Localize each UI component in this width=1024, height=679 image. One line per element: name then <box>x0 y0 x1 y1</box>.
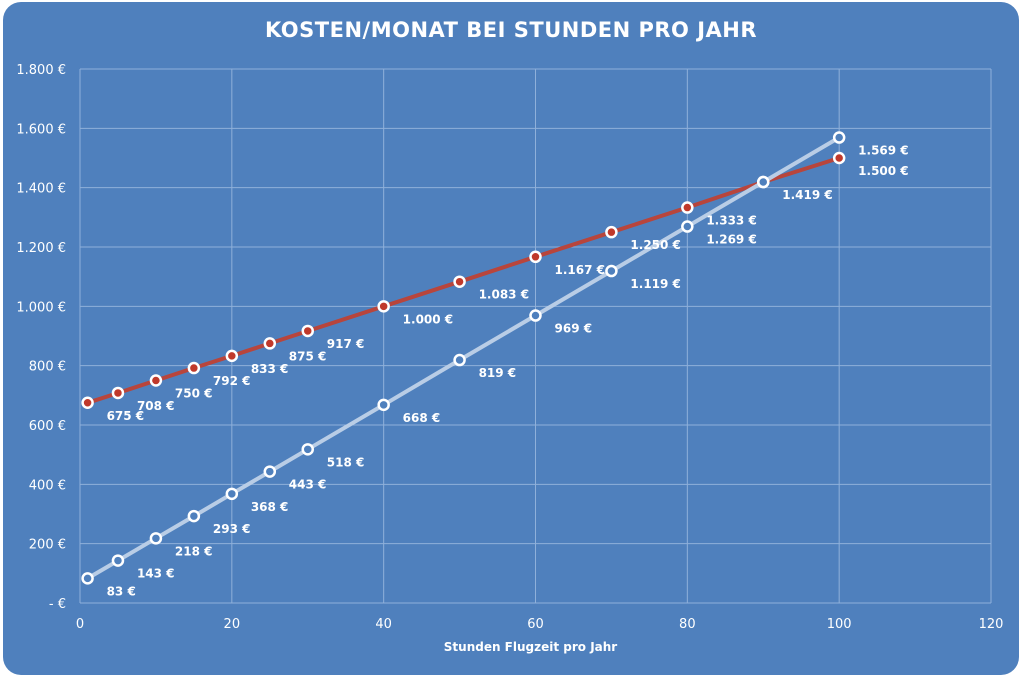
data-point <box>681 220 694 233</box>
chart-title: KOSTEN/MONAT BEI STUNDEN PRO JAHR <box>264 18 758 42</box>
data-label: 518 € <box>327 455 365 469</box>
y-tick-label: 1.000 € <box>16 300 66 315</box>
data-point <box>377 300 390 313</box>
x-tick-label: 0 <box>76 617 84 632</box>
data-point <box>81 396 94 409</box>
data-point <box>757 175 770 189</box>
data-label: 750 € <box>175 387 213 401</box>
data-label: 675 € <box>107 409 145 423</box>
y-tick-label: 800 € <box>29 360 66 375</box>
data-label: 833 € <box>251 362 289 376</box>
x-tick-label: 60 <box>527 617 544 632</box>
data-point <box>377 398 390 412</box>
y-tick-label: 1.200 € <box>16 241 66 256</box>
y-tick-label: 600 € <box>29 419 66 434</box>
data-point <box>111 386 125 400</box>
data-point <box>81 572 94 585</box>
data-label: 792 € <box>213 374 251 388</box>
data-point <box>263 465 277 478</box>
data-label: 368 € <box>251 500 289 514</box>
data-label: 143 € <box>137 567 175 581</box>
data-point <box>453 275 466 288</box>
data-label: 1.269 € <box>706 233 756 247</box>
y-tick-label: 200 € <box>29 538 66 553</box>
x-tick-label: 40 <box>375 617 392 632</box>
data-label: 708 € <box>137 399 175 413</box>
y-tick-label: 1.400 € <box>16 182 66 197</box>
data-label: 1.083 € <box>479 288 529 302</box>
data-point <box>111 554 125 567</box>
x-tick-label: 100 <box>827 617 852 632</box>
data-label: 668 € <box>403 411 441 425</box>
series-line-1 <box>86 156 840 405</box>
data-point <box>149 532 163 545</box>
data-point <box>605 264 618 278</box>
data-label: 1.333 € <box>706 214 756 228</box>
data-label: 1.000 € <box>403 312 453 326</box>
data-point <box>832 131 846 144</box>
data-point <box>529 250 542 264</box>
data-label: 1.419 € <box>782 188 832 202</box>
data-label: 1.569 € <box>858 144 908 158</box>
data-label: 1.500 € <box>858 164 908 178</box>
data-point <box>301 324 314 338</box>
data-label: 917 € <box>327 337 365 351</box>
data-point <box>605 225 618 239</box>
y-tick-label: 1.600 € <box>16 122 66 137</box>
data-point <box>187 509 201 523</box>
data-label: 1.167 € <box>555 263 605 277</box>
data-point <box>301 443 314 456</box>
data-point <box>453 353 466 367</box>
chart-frame: KOSTEN/MONAT BEI STUNDEN PRO JAHR - €200… <box>3 2 1019 675</box>
data-point <box>225 487 239 501</box>
data-label: 819 € <box>479 366 517 380</box>
data-label: 83 € <box>107 584 136 598</box>
data-point <box>263 337 277 350</box>
data-point <box>529 309 542 322</box>
data-label: 1.119 € <box>630 277 680 291</box>
data-point <box>832 151 846 165</box>
data-point <box>149 374 163 387</box>
x-tick-label: 20 <box>224 617 241 632</box>
y-tick-label: - € <box>49 597 66 612</box>
data-label: 969 € <box>555 322 593 336</box>
data-label: 218 € <box>175 544 213 558</box>
data-point <box>225 349 239 363</box>
x-tick-label: 120 <box>979 617 1004 632</box>
x-tick-label: 80 <box>679 617 696 632</box>
data-label: 293 € <box>213 522 251 536</box>
data-point <box>681 201 694 214</box>
data-point <box>187 361 201 375</box>
data-label: 1.250 € <box>630 238 680 252</box>
x-axis-title: Stunden Flugzeit pro Jahr <box>444 640 618 654</box>
data-label: 875 € <box>289 349 327 363</box>
series-line-2 <box>86 135 841 581</box>
y-tick-label: 1.800 € <box>16 63 66 78</box>
data-label: 443 € <box>289 478 327 492</box>
y-tick-label: 400 € <box>29 478 66 493</box>
line-chart: - € 200 € 400 € 600 € 800 € 1.000 € 1.200 € 1.4… <box>16 63 1004 654</box>
